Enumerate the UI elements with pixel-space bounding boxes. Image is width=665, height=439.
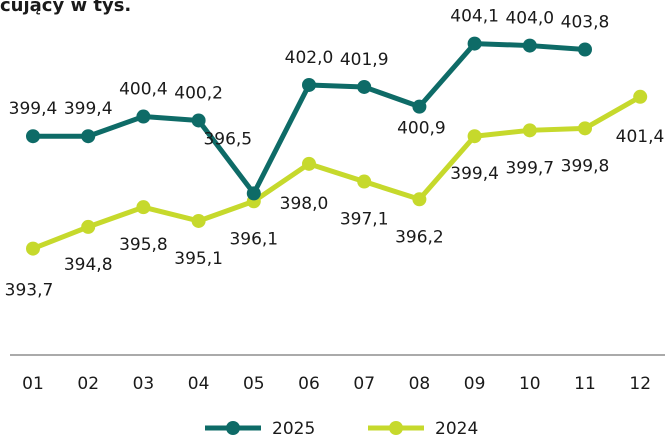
data-label: 399,4 — [9, 99, 58, 119]
x-tick-label: 06 — [298, 374, 320, 394]
x-tick-label: 11 — [574, 374, 596, 394]
point — [357, 174, 372, 189]
data-label: 399,7 — [505, 158, 554, 178]
point — [26, 129, 40, 144]
point — [191, 113, 206, 128]
data-label: 404,1 — [450, 7, 499, 27]
x-tick-label: 09 — [464, 374, 486, 394]
data-label: 396,1 — [229, 229, 278, 249]
data-label: 399,4 — [64, 99, 113, 119]
data-label: 399,4 — [450, 164, 499, 184]
point — [633, 89, 648, 104]
data-label: 395,1 — [174, 249, 223, 269]
data-label: 399,8 — [561, 156, 610, 176]
data-label: 397,1 — [340, 210, 389, 230]
point — [136, 200, 151, 215]
data-label: 394,8 — [64, 255, 113, 275]
x-tick-label: 05 — [243, 374, 265, 394]
series-line — [32, 94, 642, 251]
legend-label: 2024 — [435, 419, 478, 439]
point — [467, 129, 482, 144]
point — [522, 123, 537, 138]
x-tick-label: 12 — [629, 374, 651, 394]
legend-marker — [226, 421, 240, 435]
data-label: 401,9 — [340, 50, 389, 70]
x-tick-label: 10 — [519, 374, 541, 394]
data-label: 400,2 — [174, 83, 223, 103]
point — [81, 129, 96, 144]
point — [302, 77, 316, 92]
x-tick-label: 08 — [409, 374, 431, 394]
data-label: 402,0 — [285, 48, 334, 68]
point — [578, 42, 592, 57]
legend-marker — [389, 421, 403, 435]
point — [467, 36, 482, 51]
x-tick-label: 04 — [188, 374, 210, 394]
x-tick-label: 02 — [77, 374, 99, 394]
chart-title: cujący w tys. — [0, 0, 131, 16]
point — [81, 219, 96, 234]
data-label: 400,4 — [119, 80, 168, 100]
point — [412, 99, 427, 114]
data-label: 398,0 — [280, 194, 329, 214]
data-label: 396,5 — [203, 129, 252, 149]
point — [302, 156, 316, 171]
point — [246, 186, 261, 201]
point — [522, 38, 537, 53]
x-tick-label: 01 — [22, 374, 44, 394]
legend-label: 2025 — [272, 419, 315, 439]
point — [191, 213, 206, 228]
data-label: 403,8 — [561, 13, 610, 33]
data-label: 401,4 — [616, 127, 665, 147]
point — [26, 241, 40, 256]
x-tick-label: 03 — [133, 374, 155, 394]
point — [357, 79, 372, 94]
point — [136, 109, 151, 124]
data-label: 396,2 — [395, 227, 444, 247]
data-label: 395,8 — [119, 235, 168, 255]
data-label: 404,0 — [505, 9, 554, 29]
data-label: 393,7 — [5, 281, 54, 301]
x-tick-label: 07 — [353, 374, 375, 394]
point — [412, 192, 427, 207]
data-label: 400,9 — [397, 119, 446, 139]
point — [578, 121, 592, 136]
